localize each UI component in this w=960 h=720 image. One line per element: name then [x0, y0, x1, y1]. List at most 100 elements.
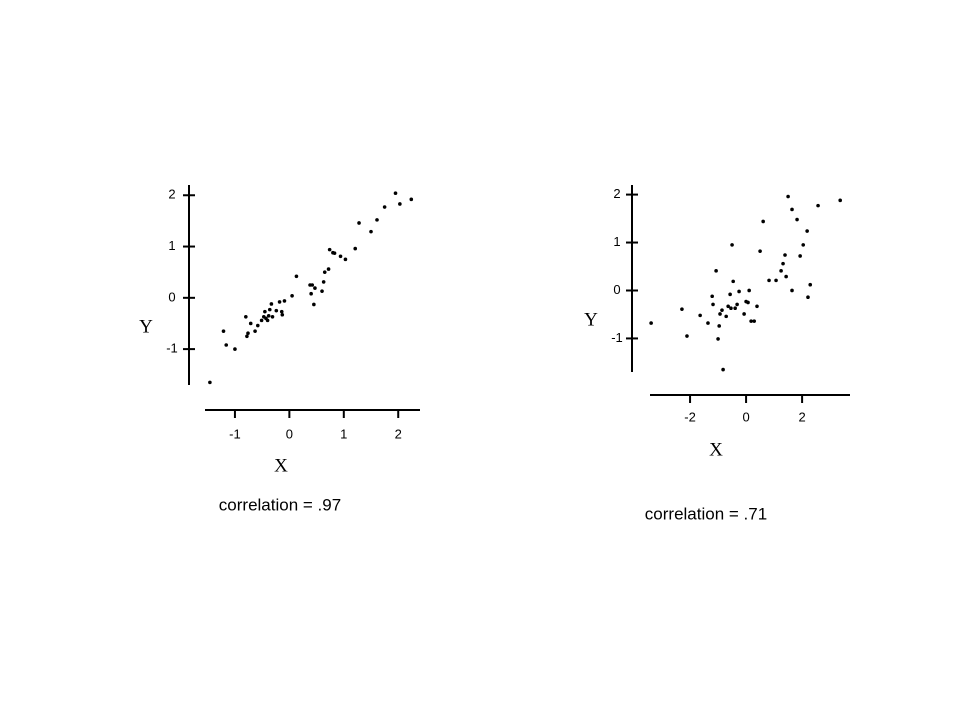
x-tick-label: 0	[286, 426, 293, 441]
caption: correlation = .71	[645, 504, 767, 523]
point	[717, 324, 721, 328]
point	[321, 280, 326, 284]
point	[735, 302, 739, 307]
point	[733, 306, 737, 311]
point	[277, 300, 282, 304]
point	[685, 334, 689, 338]
point	[248, 321, 253, 326]
point	[282, 299, 287, 303]
x-axis-title: X	[274, 455, 288, 476]
point	[786, 194, 790, 199]
point	[398, 202, 402, 206]
point	[270, 314, 275, 319]
point	[808, 282, 813, 287]
x-tick-label: 0	[742, 409, 749, 424]
point	[724, 314, 728, 319]
point	[758, 249, 762, 253]
point	[338, 254, 343, 259]
y-tick-label: -1	[611, 330, 623, 345]
point	[343, 257, 348, 262]
y-axis-title: Y	[139, 316, 153, 337]
point	[310, 283, 315, 287]
y-axis-title: Y	[584, 309, 598, 330]
y-tick-label: 0	[168, 289, 175, 304]
point	[224, 343, 229, 347]
point	[259, 318, 264, 323]
point	[294, 274, 299, 279]
point	[838, 198, 842, 203]
point	[816, 203, 820, 208]
point	[784, 274, 788, 279]
x-tick-label: -2	[684, 409, 696, 424]
point	[320, 289, 324, 293]
point	[266, 313, 271, 318]
point	[393, 191, 398, 196]
point	[798, 254, 802, 258]
point	[806, 295, 810, 300]
y-tick-label: 0	[613, 282, 620, 297]
point	[783, 253, 787, 257]
y-tick-label: -1	[166, 341, 178, 356]
point	[711, 302, 715, 307]
point	[729, 306, 733, 311]
point	[263, 309, 267, 314]
caption: correlation = .97	[219, 495, 341, 514]
point	[755, 304, 759, 309]
point	[290, 293, 294, 298]
point	[322, 270, 327, 274]
point	[375, 218, 379, 222]
point	[269, 302, 274, 306]
point	[353, 246, 358, 251]
x-tick-label: 2	[395, 426, 402, 441]
point	[737, 289, 741, 294]
point	[357, 221, 361, 225]
point	[274, 308, 279, 313]
point	[779, 269, 783, 273]
point	[221, 329, 226, 333]
point	[714, 269, 718, 273]
point	[326, 267, 331, 271]
point	[718, 312, 722, 316]
point	[649, 321, 653, 325]
point	[747, 288, 751, 293]
point	[790, 207, 794, 212]
point	[774, 278, 778, 283]
point	[746, 300, 750, 305]
point	[382, 205, 387, 209]
y-tick-label: 2	[168, 187, 175, 202]
point	[731, 279, 735, 284]
point	[327, 247, 332, 252]
point	[716, 337, 720, 341]
y-tick-label: 1	[168, 238, 175, 253]
point	[244, 314, 248, 319]
point	[279, 309, 284, 314]
y-tick-label: 1	[613, 234, 620, 249]
point	[710, 294, 714, 299]
point	[680, 307, 684, 311]
x-tick-label: 1	[340, 426, 347, 441]
point	[720, 308, 724, 312]
point	[313, 286, 317, 290]
point	[721, 367, 725, 372]
point	[280, 312, 285, 317]
point	[409, 197, 414, 202]
point	[726, 304, 730, 309]
point	[742, 312, 746, 316]
point	[332, 251, 337, 256]
point	[267, 307, 272, 312]
point	[761, 219, 765, 224]
point	[706, 321, 710, 325]
point	[795, 217, 799, 222]
x-axis-title: X	[709, 439, 723, 460]
point	[752, 319, 757, 323]
point	[730, 243, 734, 247]
point	[309, 291, 313, 296]
point	[246, 331, 250, 336]
point	[801, 243, 806, 247]
point	[369, 229, 373, 234]
point	[233, 347, 237, 351]
point	[805, 229, 809, 233]
point	[728, 292, 732, 297]
point	[781, 261, 785, 266]
